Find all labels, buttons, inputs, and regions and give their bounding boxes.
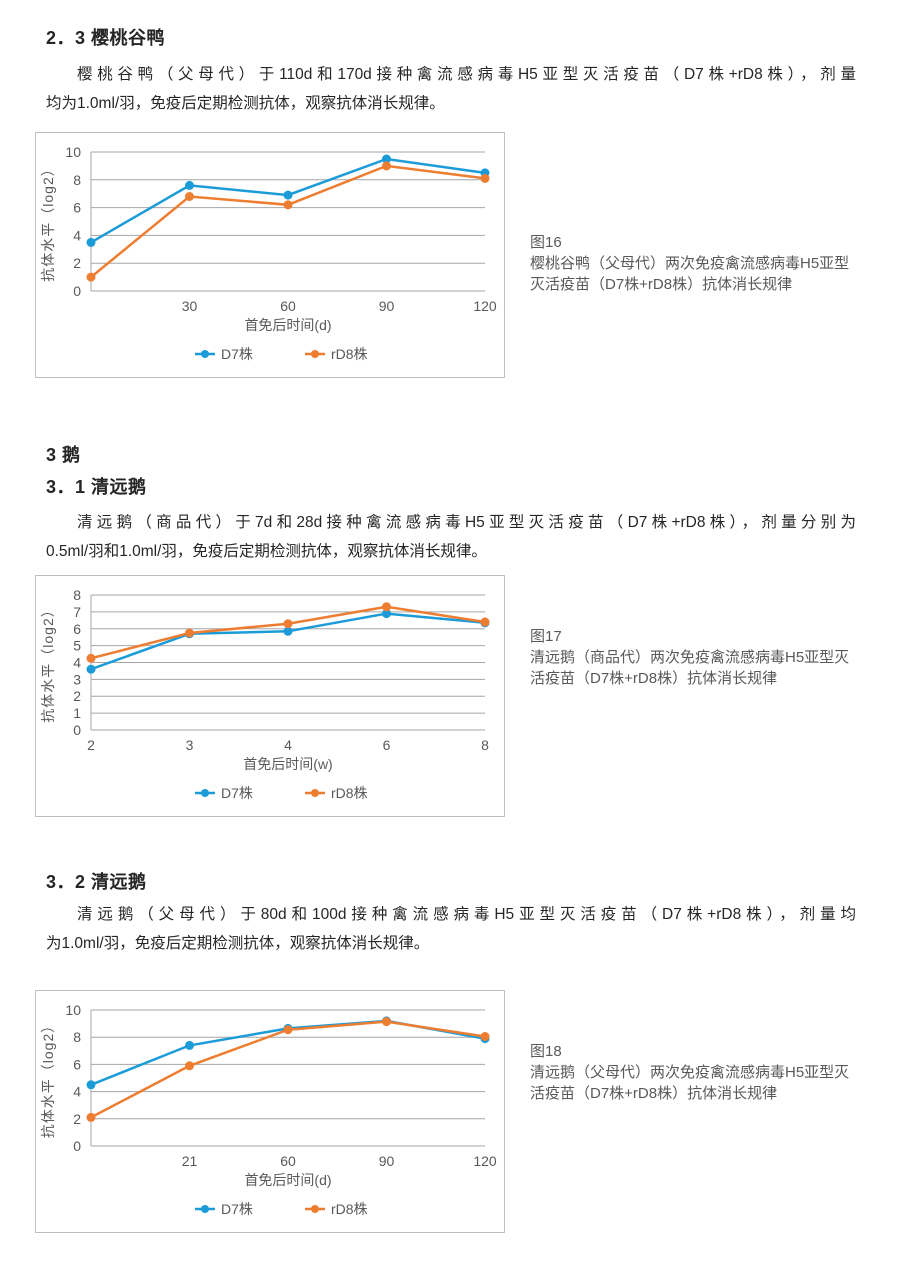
svg-text:首免后时间(d): 首免后时间(d) — [244, 1172, 331, 1188]
svg-text:8: 8 — [73, 587, 81, 603]
svg-text:D7株: D7株 — [221, 785, 253, 801]
svg-text:8: 8 — [73, 1029, 81, 1045]
svg-text:6: 6 — [73, 1056, 81, 1072]
svg-text:90: 90 — [379, 298, 395, 314]
svg-text:0: 0 — [73, 1138, 81, 1154]
svg-text:8: 8 — [73, 172, 81, 188]
svg-text:6: 6 — [73, 200, 81, 216]
svg-text:0: 0 — [73, 283, 81, 299]
svg-text:D7株: D7株 — [221, 1201, 253, 1217]
svg-text:1: 1 — [73, 705, 81, 721]
svg-text:D7株: D7株 — [221, 346, 253, 362]
svg-text:5: 5 — [73, 638, 81, 654]
svg-text:rD8株: rD8株 — [331, 346, 368, 362]
svg-text:8: 8 — [481, 737, 489, 753]
svg-text:2: 2 — [73, 688, 81, 704]
svg-text:0: 0 — [73, 722, 81, 738]
svg-text:rD8株: rD8株 — [331, 785, 368, 801]
svg-text:抗体水平（log2）: 抗体水平（log2） — [40, 161, 56, 281]
svg-text:10: 10 — [65, 144, 81, 160]
svg-text:4: 4 — [73, 227, 81, 243]
svg-text:rD8株: rD8株 — [331, 1201, 368, 1217]
svg-text:6: 6 — [383, 737, 391, 753]
svg-text:首免后时间(d): 首免后时间(d) — [244, 317, 331, 333]
svg-text:首免后时间(w): 首免后时间(w) — [243, 756, 332, 772]
svg-text:2: 2 — [73, 255, 81, 271]
svg-text:21: 21 — [182, 1153, 198, 1169]
svg-text:4: 4 — [73, 655, 81, 671]
svg-text:60: 60 — [280, 298, 296, 314]
svg-text:2: 2 — [73, 1111, 81, 1127]
svg-text:6: 6 — [73, 621, 81, 637]
svg-text:90: 90 — [379, 1153, 395, 1169]
svg-text:120: 120 — [473, 298, 497, 314]
svg-text:4: 4 — [73, 1084, 81, 1100]
svg-text:2: 2 — [87, 737, 95, 753]
svg-text:60: 60 — [280, 1153, 296, 1169]
svg-text:3: 3 — [186, 737, 194, 753]
svg-text:抗体水平（log2）: 抗体水平（log2） — [40, 1018, 56, 1138]
svg-text:4: 4 — [284, 737, 292, 753]
svg-text:30: 30 — [182, 298, 198, 314]
svg-text:10: 10 — [65, 1002, 81, 1018]
svg-text:3: 3 — [73, 671, 81, 687]
svg-text:抗体水平（log2）: 抗体水平（log2） — [40, 602, 56, 722]
svg-text:120: 120 — [473, 1153, 497, 1169]
svg-text:7: 7 — [73, 604, 81, 620]
